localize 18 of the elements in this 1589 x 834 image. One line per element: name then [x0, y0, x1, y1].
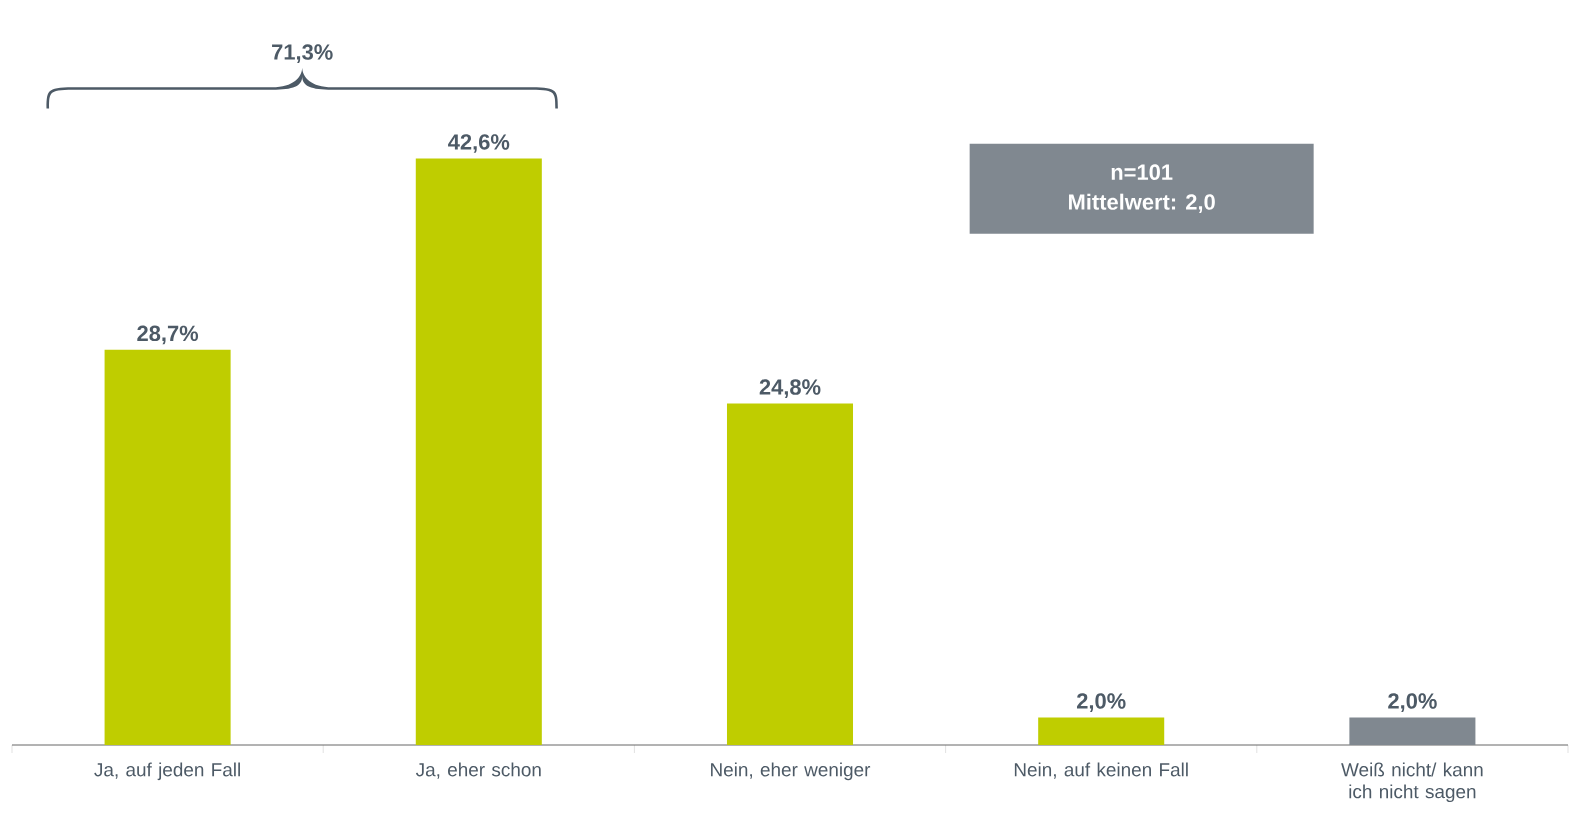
x-tick-label: Weiß nicht/ kann ich nicht sagen [1341, 762, 1483, 803]
bar [726, 403, 854, 745]
data-label: 2,0% [1076, 693, 1126, 712]
x-tick-label: Nein, auf keinen Fall [1014, 762, 1188, 779]
x-tick-label: Ja, auf jeden Fall [94, 762, 240, 781]
data-label: 2,0% [1388, 693, 1437, 712]
x-tick-label: Nein, eher weniger [711, 762, 871, 781]
data-label: 28,7% [137, 325, 199, 345]
bar [104, 349, 231, 745]
bar [415, 158, 542, 745]
annotation: Mittelwert: 2,0 [1069, 193, 1215, 213]
data-label: 24,8% [759, 379, 821, 398]
x-tick-label: Ja, eher schon [415, 762, 541, 779]
bar [1038, 717, 1165, 745]
annotation: n=101 [1111, 164, 1173, 180]
text: 71,3% [272, 44, 333, 63]
bar [1349, 717, 1476, 745]
data-label: 42,6% [448, 134, 510, 153]
